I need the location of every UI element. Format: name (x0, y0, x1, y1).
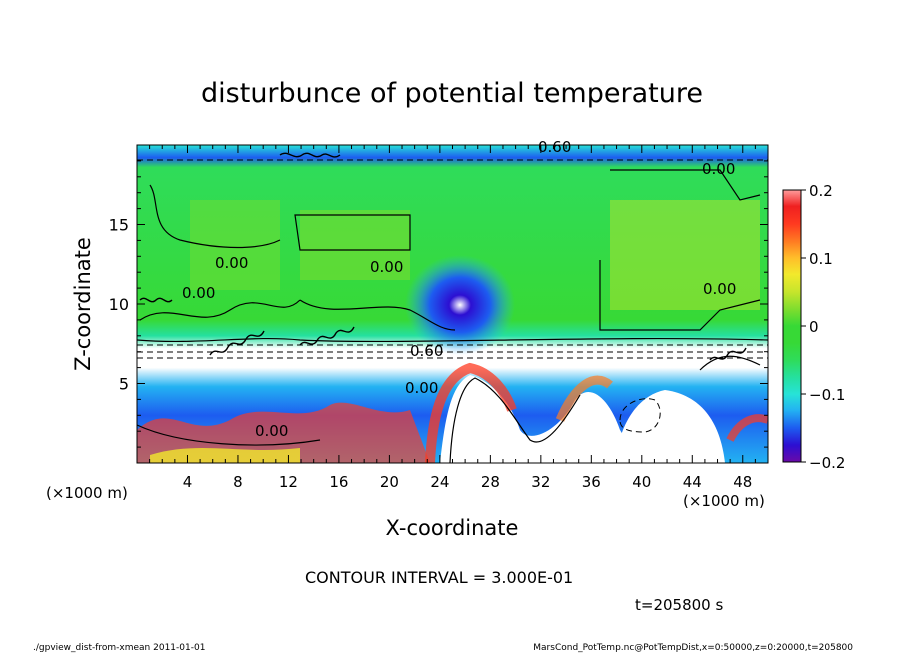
contour-line (137, 337, 768, 343)
heatmap-field (137, 145, 768, 463)
x-unit-label: (×1000 m) (683, 492, 765, 510)
y-axis-label: Z-coordinate (71, 237, 95, 371)
colorbar-tick-label: 0.2 (809, 182, 833, 200)
contour-cluster (709, 347, 747, 361)
y-tick-label: 15 (109, 216, 129, 235)
chart-title: disturbunce of potential temperature (201, 78, 703, 109)
x-tick-label: 44 (683, 473, 702, 491)
x-axis-label: X-coordinate (386, 516, 519, 540)
colorbar-scale (782, 189, 802, 463)
colorbar-tick-label: 0 (809, 318, 819, 336)
contour-label: 0.00 (182, 284, 215, 302)
contour-label: 0.00 (255, 422, 288, 440)
x-tick-label: 48 (733, 473, 752, 491)
x-tick-label: 8 (233, 473, 243, 491)
white-region (440, 375, 640, 463)
x-tick-label: 20 (380, 473, 399, 491)
contour-cluster (209, 330, 265, 356)
colorbar-tick-label: −0.1 (809, 386, 845, 404)
contour-cluster (139, 297, 173, 303)
contour-label: 0.00 (370, 258, 403, 276)
x-axis: 4 8 12 16 20 24 28 32 36 40 44 48 (149, 145, 756, 491)
contour-line (137, 424, 321, 446)
contour-label: 0.60 (410, 342, 443, 360)
contour-line (699, 355, 761, 371)
contour-line (294, 214, 411, 251)
contour-line (610, 169, 761, 201)
z-unit-label: (×1000 m) (46, 484, 128, 502)
x-tick-label: 16 (329, 473, 348, 491)
contour-label: 0.60 (538, 138, 571, 156)
x-tick-label: 32 (531, 473, 550, 491)
x-tick-label: 4 (183, 473, 193, 491)
colorbar: 0.2 0.1 0 −0.1 −0.2 (782, 182, 845, 472)
contour-cluster (299, 326, 355, 346)
contour-label: 0.00 (405, 379, 438, 397)
contour-line (599, 260, 761, 331)
time-label: t=205800 s (635, 596, 723, 614)
contour-label: 0.00 (703, 280, 736, 298)
colorbar-tick-label: 0.1 (809, 250, 833, 268)
colorbar-tick-label: −0.2 (809, 454, 845, 472)
warm-rim (555, 375, 613, 422)
contour-line (139, 299, 301, 321)
contour-line (299, 299, 456, 331)
warm-patch (300, 210, 410, 280)
warm-patch (610, 200, 760, 310)
contour-line (149, 184, 281, 249)
x-tick-label: 12 (279, 473, 298, 491)
contour-interval: CONTOUR INTERVAL = 3.000E-01 (305, 568, 573, 587)
warm-rim (425, 362, 517, 463)
footer-left: ./gpview_dist-from-xmean 2011-01-01 (33, 643, 205, 653)
warm-rim (726, 414, 768, 442)
contour-label: 0.00 (215, 254, 248, 272)
footer-right: MarsCond_PotTemp.nc@PotTempDist,x=0:5000… (533, 643, 853, 653)
y-tick-label: 10 (109, 295, 129, 314)
warm-plume (137, 402, 430, 463)
contour-label: 0.00 (702, 160, 735, 178)
x-tick-label: 28 (481, 473, 500, 491)
cold-core (405, 255, 515, 355)
x-tick-label: 24 (430, 473, 449, 491)
contour-labels: 0.60 0.00 0.00 0.00 0.00 0.00 0.60 0.00 … (182, 138, 736, 440)
y-axis: 5 10 15 (109, 160, 768, 448)
x-tick-label: 36 (582, 473, 601, 491)
contour-line (449, 377, 581, 463)
y-tick-label: 5 (119, 375, 129, 394)
contour-line (619, 398, 661, 433)
x-tick-label: 40 (632, 473, 651, 491)
white-region (615, 390, 725, 463)
contour-cluster (279, 152, 341, 158)
